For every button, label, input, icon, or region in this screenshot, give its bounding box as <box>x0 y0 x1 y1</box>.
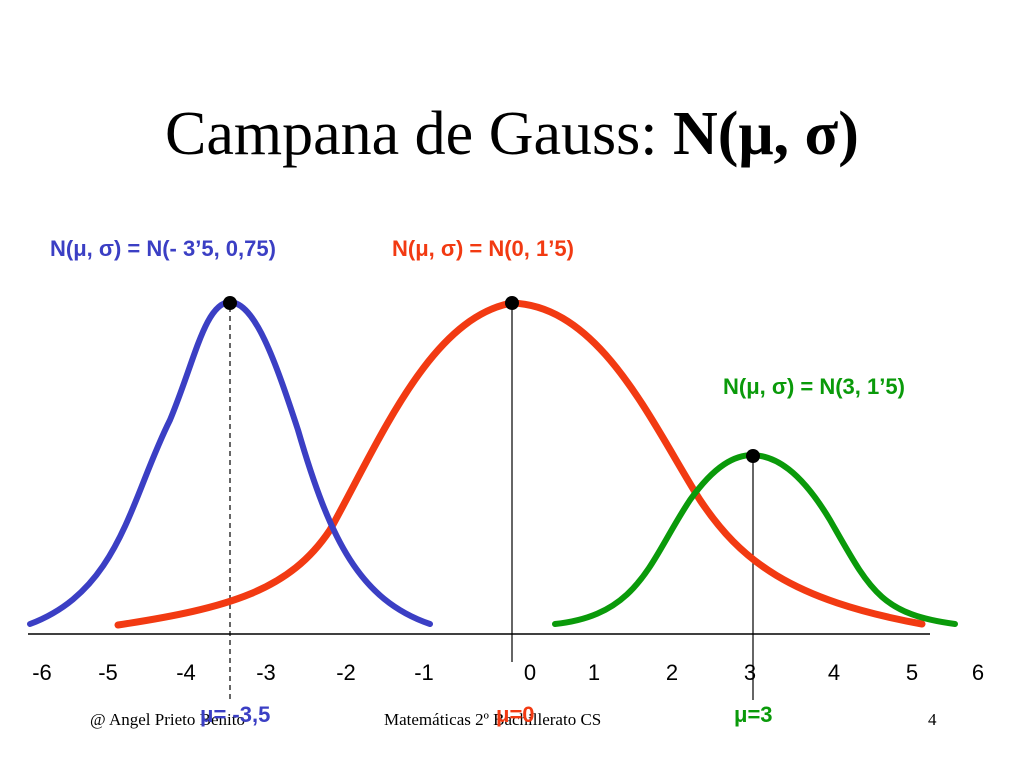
slide-title: Campana de Gauss: N(μ, σ) <box>0 98 1024 170</box>
footer-page: 4 <box>928 710 937 729</box>
footer-author: @ Angel Prieto Benito <box>90 710 245 729</box>
tick-label: 5 <box>905 660 919 685</box>
curve-green <box>552 451 958 627</box>
curve-label-green: N(μ, σ) = N(3, 1’5) <box>723 374 905 399</box>
title-regular: Campana de Gauss: <box>165 100 673 168</box>
curve-label-red: N(μ, σ) = N(0, 1’5) <box>392 236 574 261</box>
tick-label: 6 <box>971 660 985 685</box>
peak-dot-green <box>746 449 760 463</box>
peak-dot-blue <box>223 296 237 310</box>
tick-label: 4 <box>827 660 841 685</box>
tick-label: -4 <box>176 660 196 685</box>
mu-label-blue: μ= -3,5 <box>200 702 271 727</box>
tick-label: -3 <box>256 660 276 685</box>
tick-label: -1 <box>414 660 434 685</box>
curve-label-blue: N(μ, σ) = N(- 3’5, 0,75) <box>50 236 276 261</box>
title-bold: N(μ, σ) <box>672 100 859 168</box>
tick-label: 2 <box>665 660 679 685</box>
peak-dot-red <box>505 296 519 310</box>
curve-red <box>114 299 926 629</box>
tick-label: 0 <box>523 660 537 685</box>
mu-label-red: μ=0 <box>496 702 535 727</box>
tick-label: 1 <box>587 660 601 685</box>
tick-label: 3 <box>743 660 757 685</box>
tick-label: -5 <box>98 660 118 685</box>
tick-label: -2 <box>336 660 356 685</box>
footer-course: Matemáticas 2º Bachillerato CS <box>384 710 602 729</box>
mu-label-green: μ=3 <box>734 702 773 727</box>
tick-label: -6 <box>32 660 52 685</box>
